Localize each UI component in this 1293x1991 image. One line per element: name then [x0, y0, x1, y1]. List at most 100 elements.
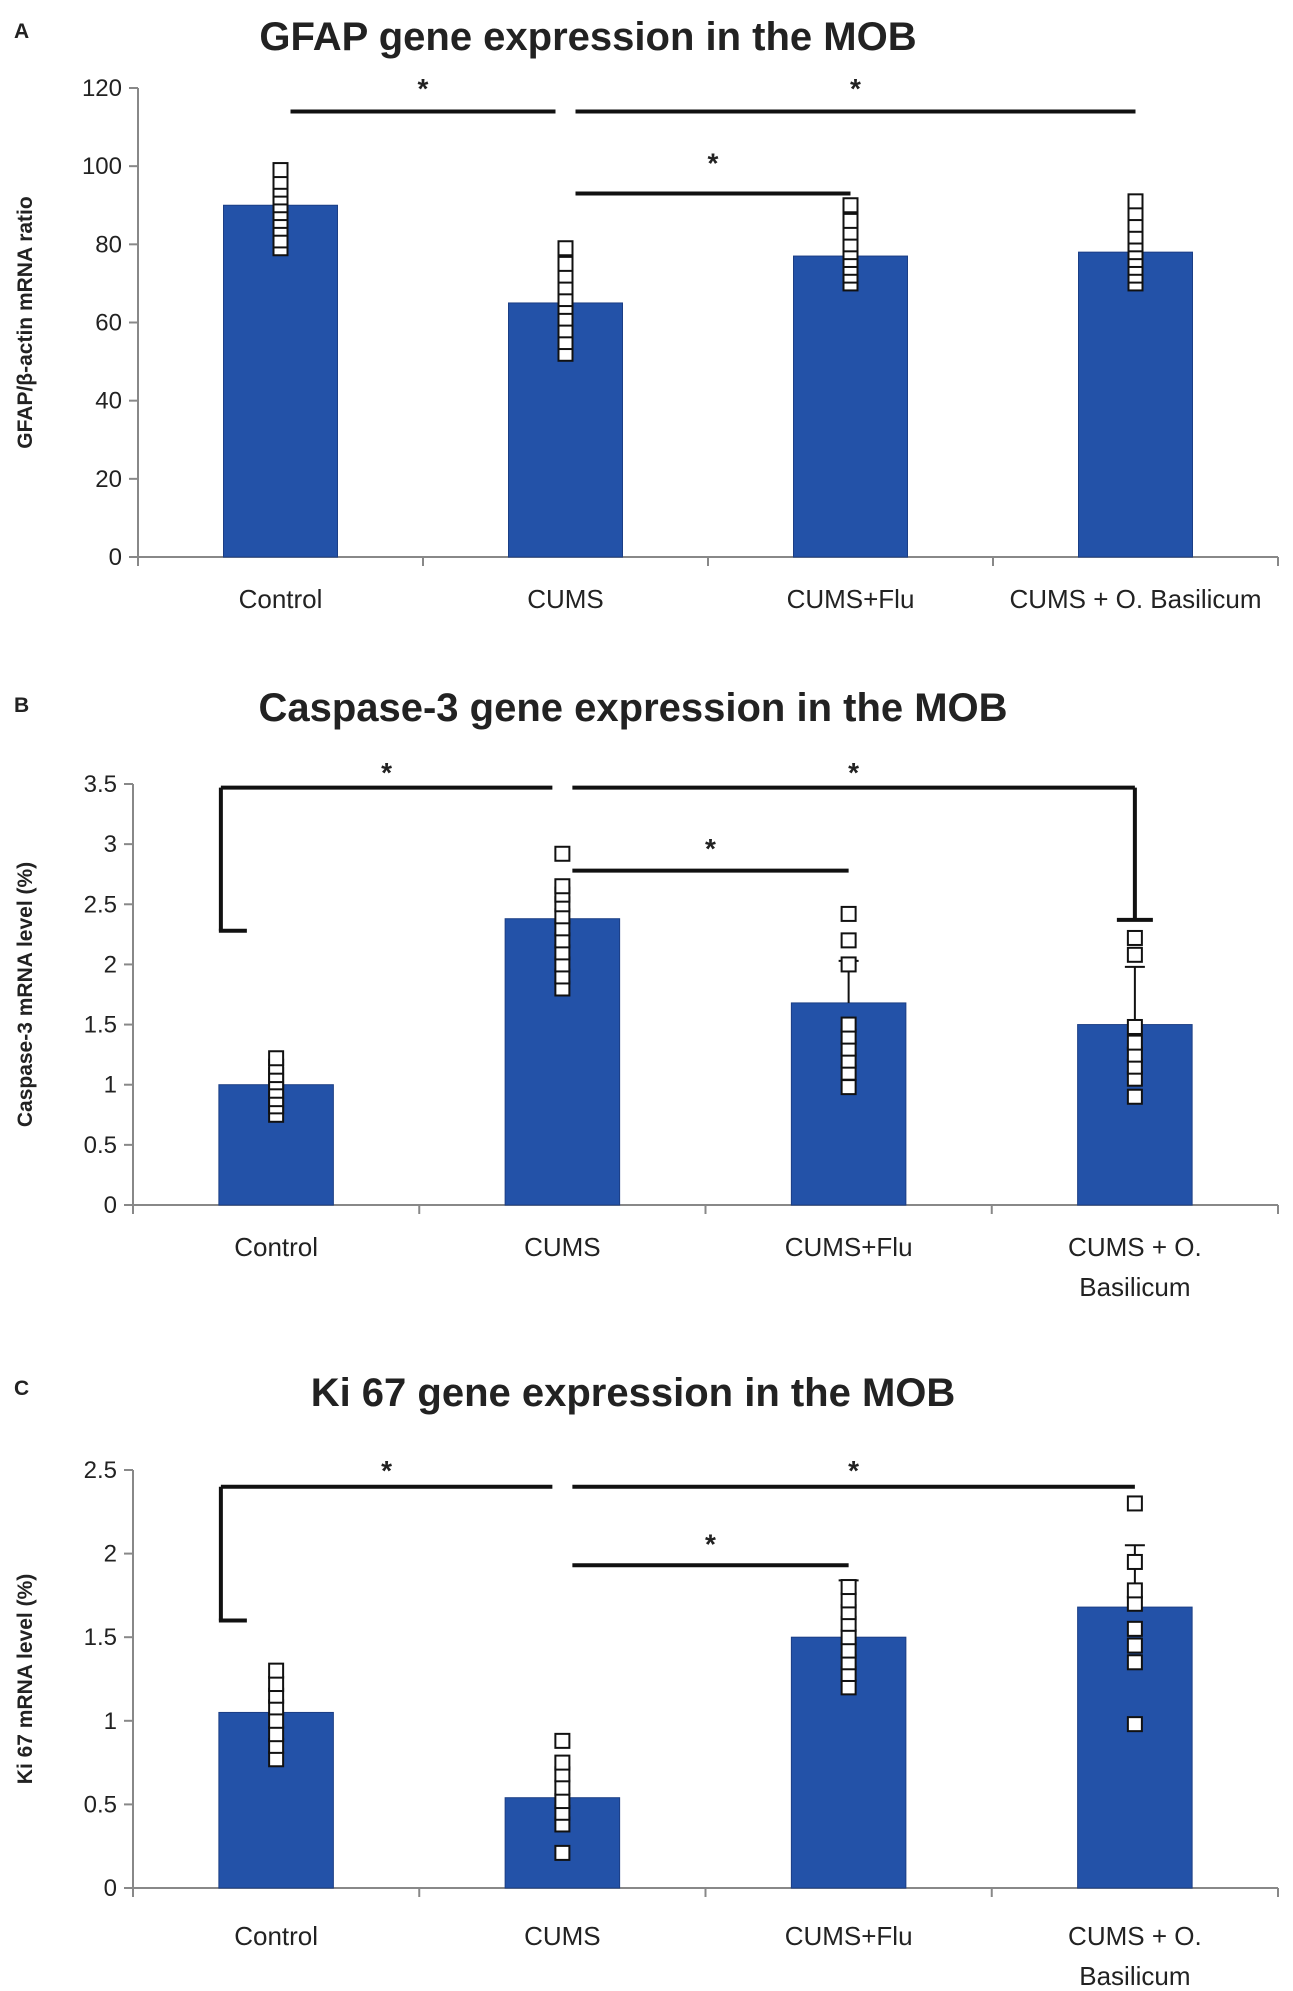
data-point [1126, 1018, 1143, 1035]
data-point [1126, 929, 1143, 946]
chart-title: Ki 67 gene expression in the MOB [311, 1371, 956, 1415]
significance-star: * [705, 833, 716, 864]
x-category-label: CUMS + O. [1068, 1921, 1202, 1951]
y-tick-label: 120 [82, 75, 122, 102]
data-point [1126, 1595, 1143, 1612]
data-point [554, 878, 571, 895]
y-tick-label: 2 [104, 951, 117, 978]
data-point [840, 1579, 857, 1596]
y-tick-label: 2.5 [84, 891, 117, 918]
x-category-label: CUMS + O. [1068, 1232, 1202, 1262]
significance-star: * [381, 757, 392, 788]
data-point [840, 1679, 857, 1696]
data-point [1126, 1553, 1143, 1570]
chart-title: Caspase-3 gene expression in the MOB [258, 686, 1007, 730]
significance-star: * [381, 1455, 392, 1486]
y-axis-label: GFAP/β-actin mRNA ratio [14, 196, 37, 448]
y-tick-label: 2 [104, 1541, 117, 1568]
data-point [1126, 1654, 1143, 1671]
x-category-label: Control [239, 584, 323, 614]
bar-3 [793, 255, 908, 558]
significance-star: * [848, 1455, 859, 1486]
y-tick-label: 0 [109, 544, 122, 571]
y-axis-label: Caspase-3 mRNA level (%) [14, 862, 37, 1127]
data-point [840, 1642, 857, 1659]
chart-panel-a: A GFAP gene expression in the MOB GFAP/β-a… [14, 15, 1279, 614]
data-point [1126, 1716, 1143, 1733]
y-tick-label: 20 [95, 466, 122, 493]
y-tick-label: 0 [104, 1875, 117, 1902]
y-tick-label: 0.5 [84, 1791, 117, 1818]
bar-4 [1078, 251, 1193, 558]
data-point [840, 1079, 857, 1096]
significance-star: * [418, 73, 429, 104]
significance-star: * [848, 757, 859, 788]
significance-star: * [850, 73, 861, 104]
panel-letter: C [14, 1377, 29, 1400]
data-point [840, 905, 857, 922]
x-category-label: CUMS+Flu [785, 1232, 913, 1262]
data-point [840, 1629, 857, 1646]
data-point [840, 956, 857, 973]
x-category-label: Control [234, 1921, 318, 1951]
data-point [268, 1050, 285, 1067]
data-point [1126, 1582, 1143, 1599]
x-category-label: Basilicum [1079, 1272, 1190, 1302]
data-point [268, 1712, 285, 1729]
data-point [554, 1844, 571, 1861]
data-point [268, 1726, 285, 1743]
y-tick-label: 3.5 [84, 771, 117, 798]
data-point [557, 255, 574, 272]
data-point [272, 162, 289, 179]
y-tick-label: 100 [82, 153, 122, 180]
significance-star: * [705, 1529, 716, 1560]
data-point [1127, 193, 1144, 210]
y-tick-label: 1.5 [84, 1624, 117, 1651]
data-point [1126, 1495, 1143, 1512]
data-point [554, 1754, 571, 1771]
x-category-label: CUMS [527, 584, 604, 614]
data-point [840, 932, 857, 949]
x-category-label: CUMS [524, 1921, 601, 1951]
chart-title: GFAP gene expression in the MOB [259, 15, 916, 59]
data-point [842, 212, 859, 229]
data-point [1126, 1088, 1143, 1105]
y-tick-label: 80 [95, 231, 122, 258]
x-category-label: Control [234, 1232, 318, 1262]
x-category-label: CUMS [524, 1232, 601, 1262]
bar-4 [1077, 1606, 1193, 1889]
chart-panel-b: B Caspase-3 gene expression in the MOB Cas… [14, 686, 1279, 1302]
data-point [554, 1779, 571, 1796]
y-axis-label: Ki 67 mRNA level (%) [14, 1574, 37, 1784]
panel-letter: B [14, 694, 29, 717]
y-tick-label: 60 [95, 310, 122, 337]
significance-star: * [708, 147, 719, 178]
data-point [268, 1676, 285, 1693]
data-point [1126, 1620, 1143, 1637]
data-point [268, 1662, 285, 1679]
y-tick-label: 2.5 [84, 1457, 117, 1484]
data-point [840, 1016, 857, 1033]
data-point [554, 845, 571, 862]
data-point [1126, 946, 1143, 963]
data-point [842, 197, 859, 214]
x-category-label: CUMS + O. Basilicum [1009, 584, 1261, 614]
data-point [1126, 1034, 1143, 1051]
y-tick-label: 40 [95, 388, 122, 415]
chart-panel-c: C Ki 67 gene expression in the MOB Ki 67 m… [14, 1371, 1279, 1991]
data-point [554, 1732, 571, 1749]
y-tick-label: 3 [104, 831, 117, 858]
panel-letter: A [14, 20, 29, 43]
data-point [557, 240, 574, 257]
data-point [554, 1793, 571, 1810]
y-tick-label: 0.5 [84, 1132, 117, 1159]
y-tick-label: 0 [104, 1192, 117, 1219]
x-category-label: Basilicum [1079, 1961, 1190, 1991]
bar-1 [223, 204, 338, 558]
x-category-label: CUMS+Flu [787, 584, 915, 614]
y-tick-label: 1 [104, 1708, 117, 1735]
y-tick-label: 1 [104, 1072, 117, 1099]
x-category-label: CUMS+Flu [785, 1921, 913, 1951]
data-point [840, 1592, 857, 1609]
